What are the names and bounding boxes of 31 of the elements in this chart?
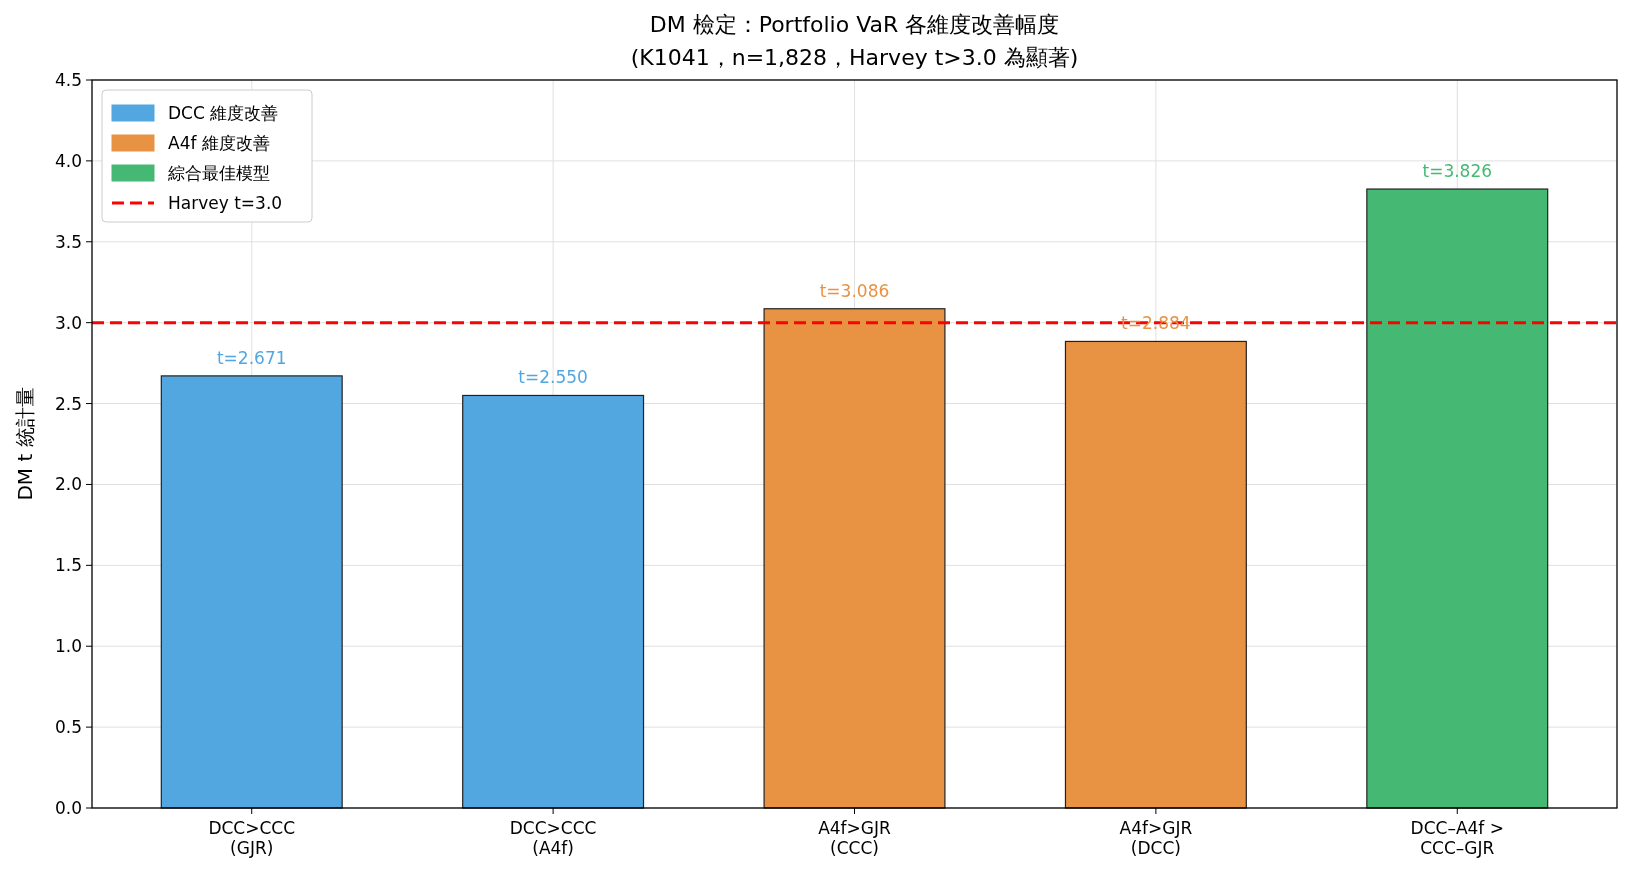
y-tick-label: 0.5: [54, 717, 82, 738]
y-tick-label: 1.0: [54, 636, 82, 657]
y-tick-label: 4.0: [54, 150, 82, 171]
chart-subtitle: (K1041，n=1,828，Harvey t>3.0 為顯著): [630, 45, 1079, 70]
bar: [763, 308, 946, 809]
bar: [462, 394, 645, 809]
y-axis-title: DM t 統計量: [13, 387, 37, 501]
bar: [1366, 188, 1549, 809]
data-label: t=3.826: [1422, 161, 1493, 182]
legend-label: A4f 維度改善: [168, 133, 270, 153]
data-label: t=3.086: [819, 280, 890, 301]
y-tick-label: 1.5: [54, 555, 82, 576]
chart-title: DM 檢定：Portfolio VaR 各維度改善幅度: [649, 12, 1060, 37]
y-tick-label: 4.5: [54, 70, 82, 90]
y-tick-label: 2.0: [54, 474, 82, 495]
y-tick-label: 2.5: [54, 393, 82, 414]
x-tick-label: DCC–A4f > CCC–GJR: [1410, 818, 1504, 858]
data-label: t=2.671: [216, 347, 287, 368]
legend-label: DCC 維度改善: [168, 103, 279, 123]
y-tick-label: 0.0: [54, 798, 82, 818]
legend-label: 綜合最佳模型: [167, 163, 270, 183]
data-label: t=2.550: [518, 367, 588, 388]
x-tick-label: DCC>CCC (GJR): [208, 818, 296, 858]
y-tick-label: 3.5: [54, 231, 82, 252]
y-tick-label: 3.0: [54, 312, 82, 333]
x-tick-label: A4f>GJR (DCC): [1119, 818, 1193, 858]
bar: [1064, 340, 1247, 809]
legend-label: Harvey t=3.0: [168, 193, 283, 213]
bar: [160, 375, 343, 809]
x-tick-label: DCC>CCC (A4f): [509, 818, 597, 858]
x-tick-label: A4f>GJR (CCC): [818, 818, 892, 858]
